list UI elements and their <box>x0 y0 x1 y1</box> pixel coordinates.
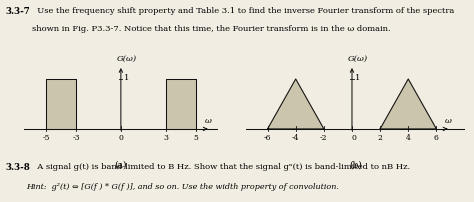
Text: 0: 0 <box>352 134 357 142</box>
Text: ω: ω <box>445 117 452 125</box>
Text: 3.3-7: 3.3-7 <box>6 7 30 16</box>
Text: -3: -3 <box>72 134 80 142</box>
Text: -4: -4 <box>292 134 300 142</box>
Text: G(ω): G(ω) <box>348 55 368 63</box>
Text: -2: -2 <box>320 134 328 142</box>
Text: G(ω): G(ω) <box>117 55 137 63</box>
Text: -5: -5 <box>42 134 50 142</box>
Text: A signal g(t) is band-limited to B Hz. Show that the signal gⁿ(t) is band-limite: A signal g(t) is band-limited to B Hz. S… <box>32 163 410 171</box>
Text: 1: 1 <box>355 74 360 82</box>
Text: 2: 2 <box>378 134 383 142</box>
Text: 1: 1 <box>124 74 129 82</box>
Text: 4: 4 <box>406 134 410 142</box>
Polygon shape <box>268 79 324 129</box>
Text: (a): (a) <box>115 160 127 169</box>
Text: ω: ω <box>205 117 212 125</box>
Text: 0: 0 <box>118 134 123 142</box>
Text: 3.3-8: 3.3-8 <box>6 163 30 172</box>
Text: shown in Fig. P3.3-7. Notice that this time, the Fourier transform is in the ω d: shown in Fig. P3.3-7. Notice that this t… <box>32 25 391 33</box>
Text: Use the frequency shift property and Table 3.1 to find the inverse Fourier trans: Use the frequency shift property and Tab… <box>32 7 455 15</box>
Text: -6: -6 <box>264 134 271 142</box>
Polygon shape <box>380 79 437 129</box>
Text: Hint:  g²(t) ⇔ [G(f ) * G(f )], and so on. Use the width property of convolution: Hint: g²(t) ⇔ [G(f ) * G(f )], and so on… <box>26 183 339 191</box>
Text: 3: 3 <box>163 134 168 142</box>
Text: 5: 5 <box>193 134 198 142</box>
Text: (b): (b) <box>349 160 362 169</box>
Text: 6: 6 <box>434 134 439 142</box>
